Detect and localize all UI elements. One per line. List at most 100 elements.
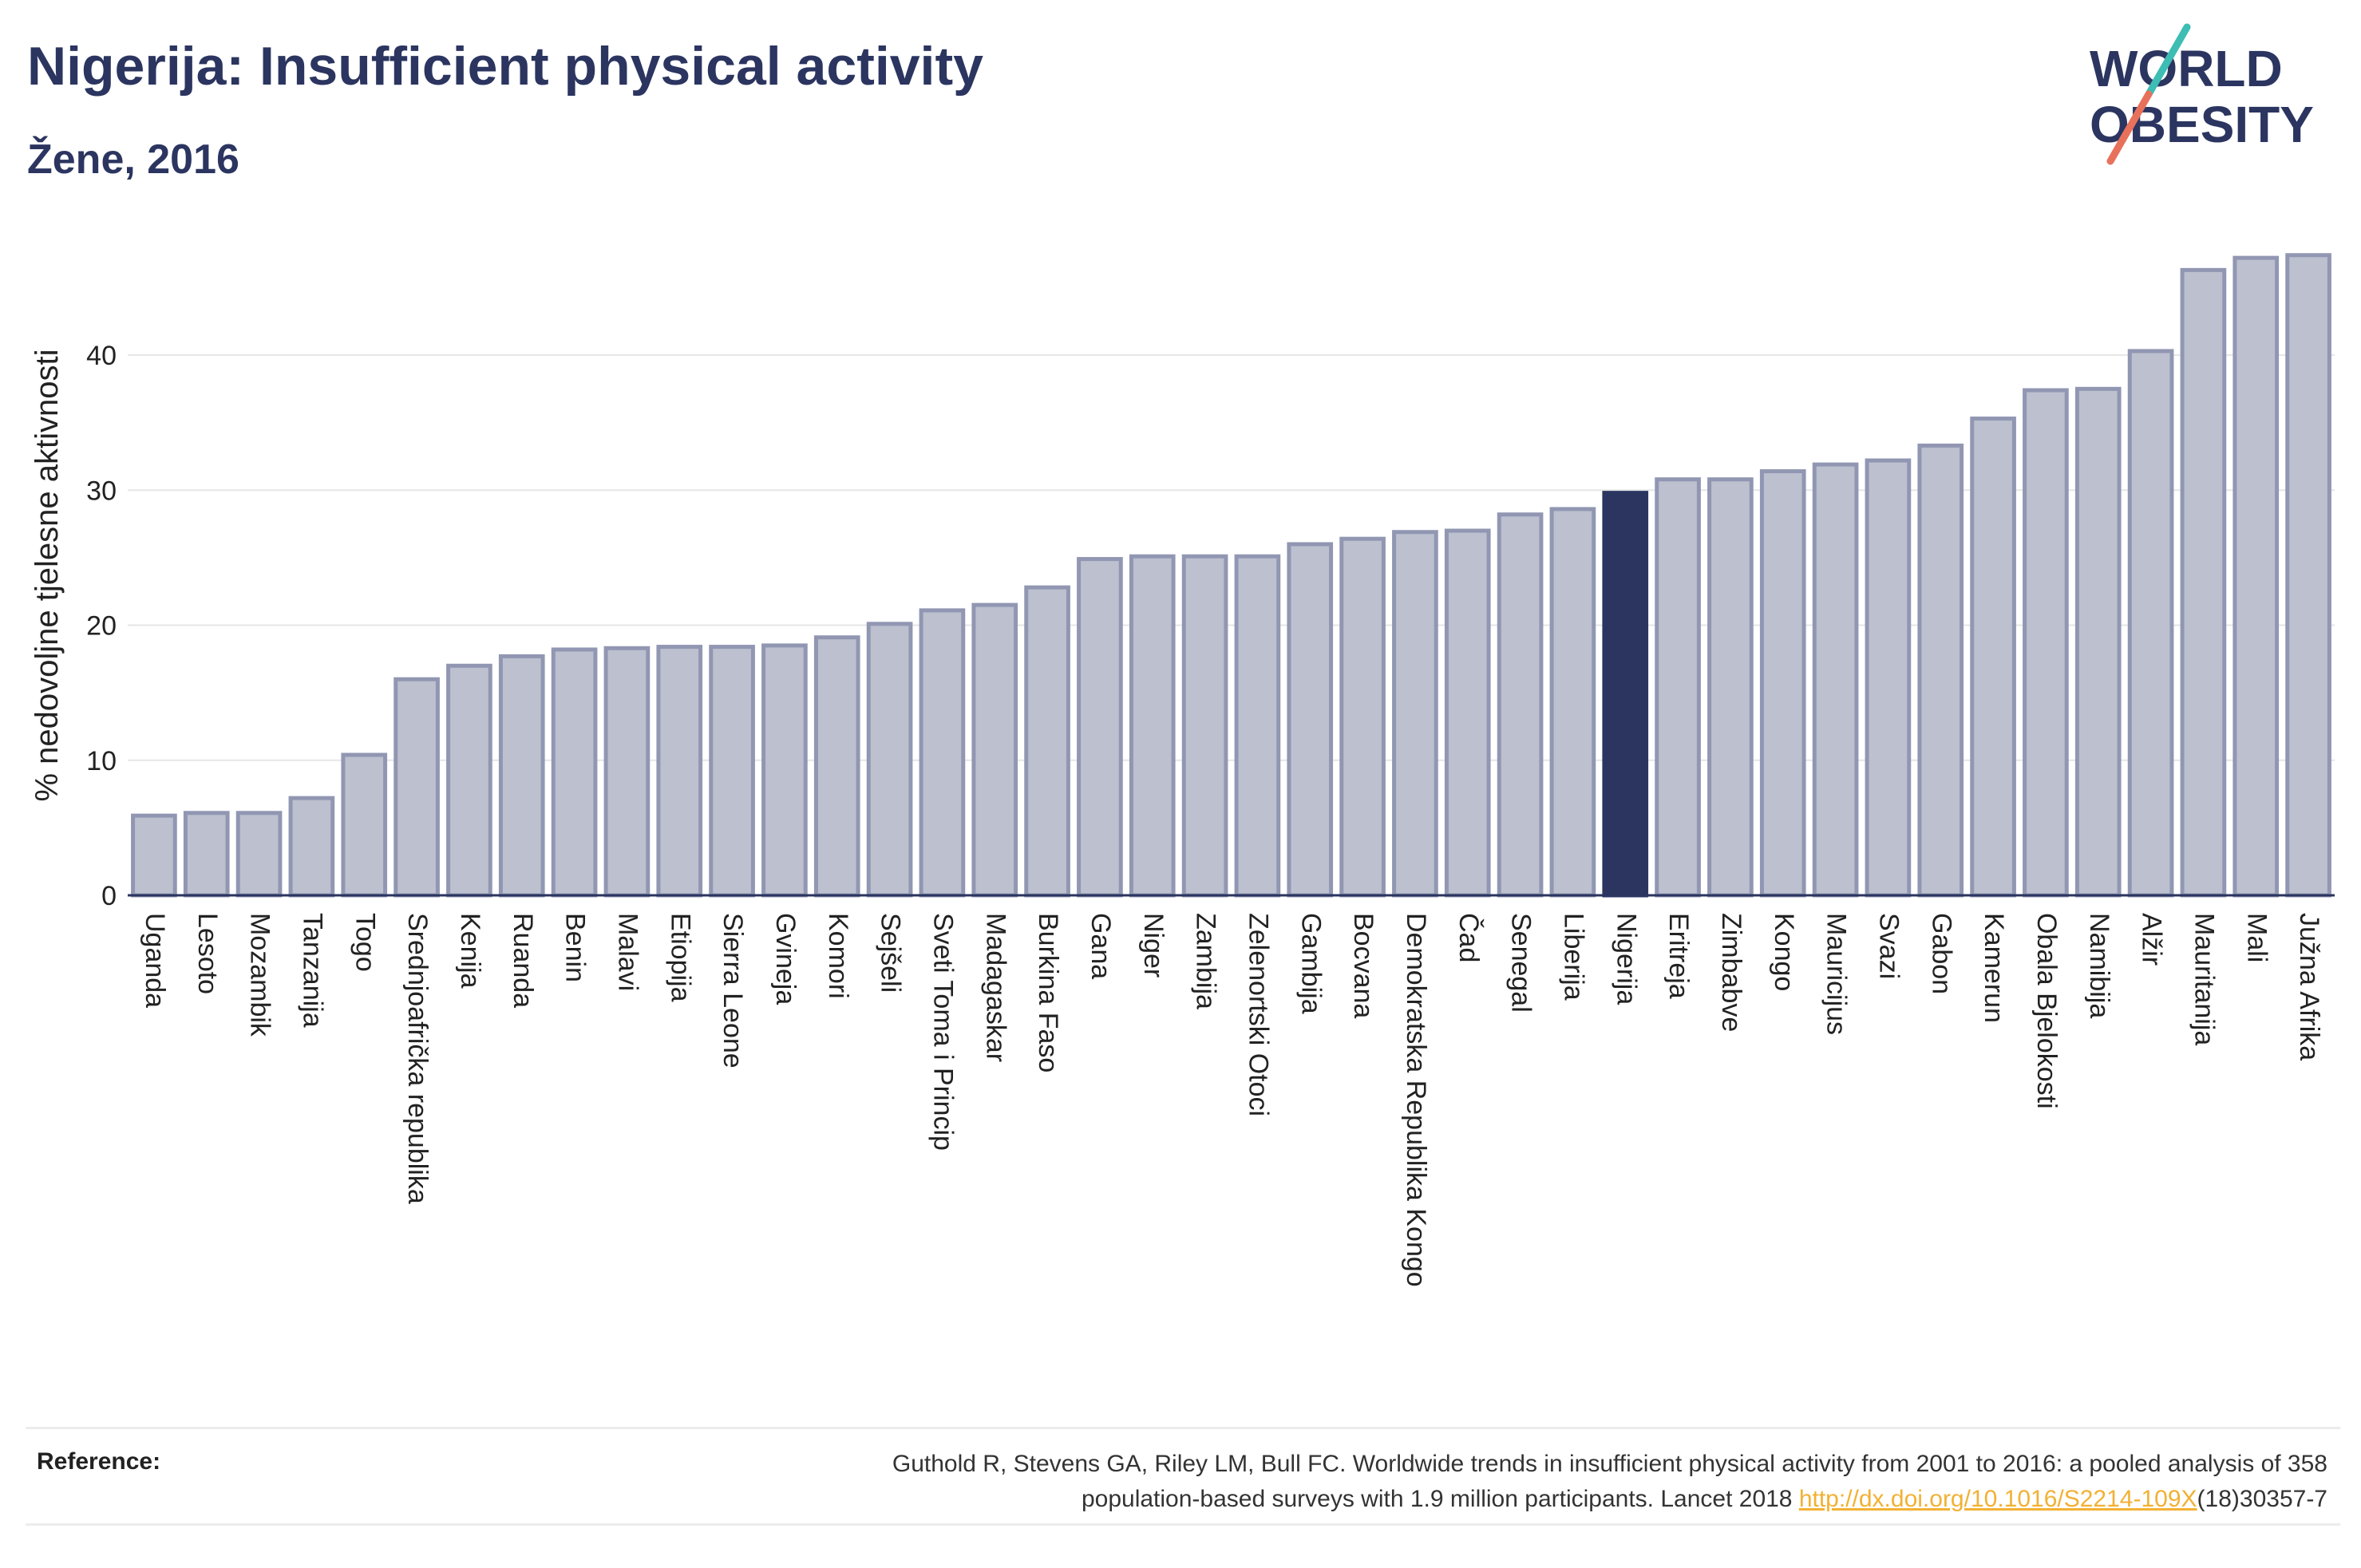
reference-line-2: population-based surveys with 1.9 millio… [1081,1486,1799,1512]
bar-mozambik [235,811,283,898]
reference-link[interactable]: http://dx.doi.org/10.1016/S2214-109X [1798,1486,2197,1512]
x-tick-label: Eritreja [1663,913,1694,999]
bar-burkina-faso [1024,585,1070,898]
bar-liberija [1549,507,1596,898]
bar-obala-bjelokosti [2023,388,2069,898]
bar-chart: 0 10 20 30 40 Uganda Lesoto Mozambik Tanzanija T… [30,253,2335,1287]
bar-eritreja [1655,477,1701,898]
x-tick-label: Gvineja [770,913,801,1005]
bar-čad [1444,528,1491,898]
x-tick-label: Madagaskar [980,913,1010,1062]
x-tick-label: Tanzanija [297,913,327,1028]
world-obesity-logo: WORLD OBESITY [2090,23,2314,165]
bar-kongo [1759,469,1806,898]
bar-niger [1129,554,1176,898]
x-tick-label: Gambija [1295,913,1326,1014]
bar-alžir [2127,349,2174,898]
bar-kamerun [1970,417,2016,898]
y-tick-label: 30 [86,476,117,506]
bar-madagaskar [971,602,1018,898]
x-tick-label: Gabon [1926,913,1956,994]
logo-text-obesity: OBESITY [2090,96,2314,153]
x-tick-label: Kenija [455,913,485,989]
x-tick-label: Lesoto [192,913,223,994]
bar-zambija [1181,554,1228,898]
x-tick-label: Komori [823,913,853,999]
x-tick-label: Togo [350,913,380,972]
bar-zimbabve [1707,477,1754,898]
bar-nigerija [1602,491,1649,898]
reference-text: Guthold R, Stevens GA, Riley LM, Bull FC… [492,1447,2327,1517]
x-tick-label: Senegal [1506,913,1536,1013]
x-tick-label: Benin [560,913,591,982]
bar-komori [813,635,860,898]
y-tick-label: 0 [101,881,117,911]
bar-tanzanija [288,796,335,898]
logo-slash-teal [2145,23,2191,98]
x-tick-label: Zambija [1191,913,1221,1009]
bar-gana [1077,557,1123,898]
bar-svazi [1865,458,1912,898]
bar-etiopija [656,645,703,898]
x-tick-label: Uganda [140,913,170,1008]
bar-senegal [1497,512,1544,898]
bar-mauricijus [1812,462,1859,898]
bar-gvineja [761,643,808,898]
x-tick-label: Srednjoafrička republika [402,913,433,1204]
y-tick-labels: 0 10 20 30 40 [86,341,117,911]
x-tick-label: Nigerija [1611,913,1641,1005]
chart-subtitle: Žene, 2016 [27,136,239,183]
x-tick-label: Mali [2241,913,2272,962]
x-tick-label: Demokratska Republika Kongo [1401,913,1431,1287]
x-tick-label: Mozambik [245,913,275,1037]
bar-lesoto [183,811,230,898]
logo-slash-coral [2106,90,2153,165]
x-tick-label: Sierra Leone [718,913,748,1068]
bar-benin [551,647,598,898]
bar-malavi [603,646,651,898]
y-tick-label: 10 [86,746,117,776]
y-tick-label: 40 [86,341,117,371]
bar-demokratska-republika-kongo [1392,530,1438,898]
bar-sveti-toma-i-princip [919,608,966,898]
x-tick-label: Obala Bjelokosti [2031,913,2062,1109]
bar-zelenortski-otoci [1234,554,1281,898]
bar-mali [2232,255,2280,898]
bar-mauritanija [2180,267,2227,898]
x-tick-label: Alžir [2137,913,2167,966]
reference-line-1: Guthold R, Stevens GA, Riley LM, Bull FC… [892,1451,2327,1477]
reference-label: Reference: [37,1448,161,1475]
x-tick-label: Bocvana [1348,913,1378,1018]
x-tick-label: Zelenortski Otoci [1243,913,1273,1116]
bar-gambija [1287,542,1334,898]
bar-namibija [2074,386,2122,898]
x-tick-label: Niger [1138,913,1169,978]
x-tick-label: Svazi [1873,913,1904,979]
x-tick-labels: Uganda Lesoto Mozambik Tanzanija Togo Srednjo… [140,913,2324,1287]
x-tick-label: Kamerun [1979,913,2009,1023]
x-tick-label: Kongo [1769,913,1799,991]
x-tick-label: Sejšeli [876,913,906,993]
reference-divider-bottom [26,1523,2340,1526]
reference-suffix: (18)30357-7 [2197,1486,2327,1512]
x-tick-label: Zimbabve [1716,913,1746,1032]
bar-kenija [446,663,492,898]
bars [131,253,2331,898]
chart-title: Nigerija: Insufficient physical activity [27,36,983,97]
x-tick-label: Čad [1453,913,1484,962]
y-tick-label: 20 [86,611,117,642]
x-tick-label: Gana [1086,913,1116,979]
bar-sejšeli [866,622,913,898]
bar-južna-afrika [2285,253,2331,898]
x-tick-label: Mauricijus [1821,913,1852,1035]
x-tick-label: Burkina Faso [1033,913,1063,1072]
y-axis-label: % nedovoljne tjelesne aktivnosti [30,349,65,801]
bar-sierra-leone [709,645,755,898]
bar-uganda [131,813,177,898]
x-tick-label: Etiopija [665,913,695,1002]
grid-lines [128,354,2335,761]
logo-text-world: WORLD [2090,40,2283,97]
x-tick-label: Namibija [2084,913,2114,1018]
bar-ruanda [498,654,545,898]
reference-divider-top [26,1427,2340,1429]
